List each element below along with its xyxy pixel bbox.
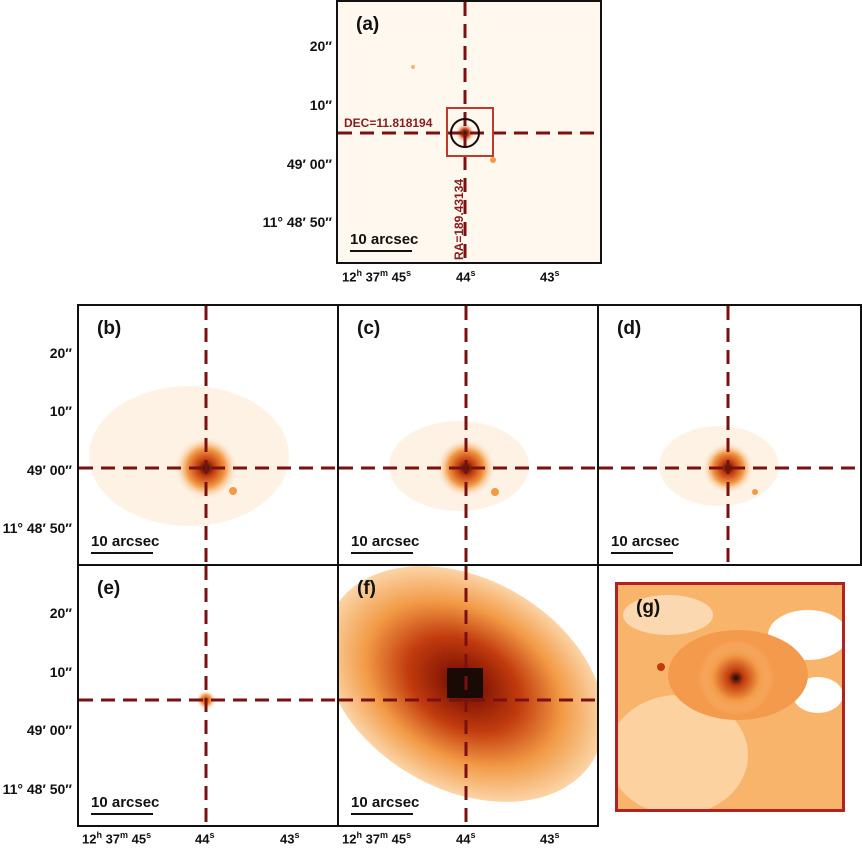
panel-label: (g): [636, 597, 661, 618]
panel-e: (e) 10 arcsec: [77, 564, 339, 827]
panel-a-image: [338, 2, 600, 262]
dec-tick: 10″: [49, 664, 72, 680]
dec-readout: DEC=11.818194: [344, 116, 433, 130]
panel-label: (a): [356, 14, 380, 35]
panel-f: (f) 10 arcsec: [337, 564, 599, 827]
dec-tick: 20″: [49, 345, 72, 361]
panel-d-image: [599, 306, 860, 564]
scale-bar: 10 arcsec: [611, 533, 679, 554]
panel-label: (e): [97, 578, 121, 599]
ra-tick: 43s: [280, 830, 300, 847]
dec-tick: 20″: [49, 605, 72, 621]
ra-tick: 44s: [195, 830, 215, 847]
zoom-box: [446, 107, 494, 157]
dec-tick: 10″: [49, 403, 72, 419]
panel-d: (d) 10 arcsec: [597, 304, 862, 566]
panel-g-image: [618, 585, 842, 809]
dec-tick: 49′ 00″: [286, 156, 332, 172]
panel-f-image: [339, 566, 597, 825]
ra-tick: 12h 37m 45s: [82, 830, 152, 847]
scale-bar: 10 arcsec: [91, 794, 159, 815]
panel-c: (c) 10 arcsec: [337, 304, 599, 566]
dec-tick: 11° 48′ 50″: [2, 781, 72, 797]
scale-bar: 10 arcsec: [351, 794, 419, 815]
panel-c-image: [339, 306, 597, 564]
ra-readout: RA=189.43134: [452, 178, 466, 260]
panel-label: (f): [357, 578, 376, 599]
panel-b: (b) 10 arcsec: [77, 304, 339, 566]
panel-b-image: [79, 306, 337, 564]
ra-tick: 44s: [456, 268, 476, 285]
dec-tick: 11° 48′ 50″: [2, 520, 72, 536]
scale-bar: 10 arcsec: [351, 533, 419, 554]
ra-tick: 44s: [456, 830, 476, 847]
panel-label: (d): [617, 318, 642, 339]
dec-tick: 20″: [309, 38, 332, 54]
ra-tick: 12h 37m 45s: [342, 830, 412, 847]
ra-tick: 43s: [540, 268, 560, 285]
scale-bar: 10 arcsec: [350, 231, 418, 252]
panel-a: (a) DEC=11.818194 RA=189.43134 10 arcsec: [336, 0, 602, 264]
ra-tick: 12h 37m 45s: [342, 268, 412, 285]
panel-e-image: [79, 566, 337, 825]
dec-tick: 49′ 00″: [26, 462, 72, 478]
dec-tick: 49′ 00″: [26, 722, 72, 738]
scale-bar: 10 arcsec: [91, 533, 159, 554]
source-circle: [450, 118, 480, 148]
dec-tick: 11° 48′ 50″: [262, 214, 332, 230]
dec-tick: 10″: [309, 97, 332, 113]
panel-label: (c): [357, 318, 381, 339]
panel-g: (g): [615, 582, 845, 812]
source-core: [455, 123, 475, 143]
ra-tick: 43s: [540, 830, 560, 847]
panel-label: (b): [97, 318, 122, 339]
